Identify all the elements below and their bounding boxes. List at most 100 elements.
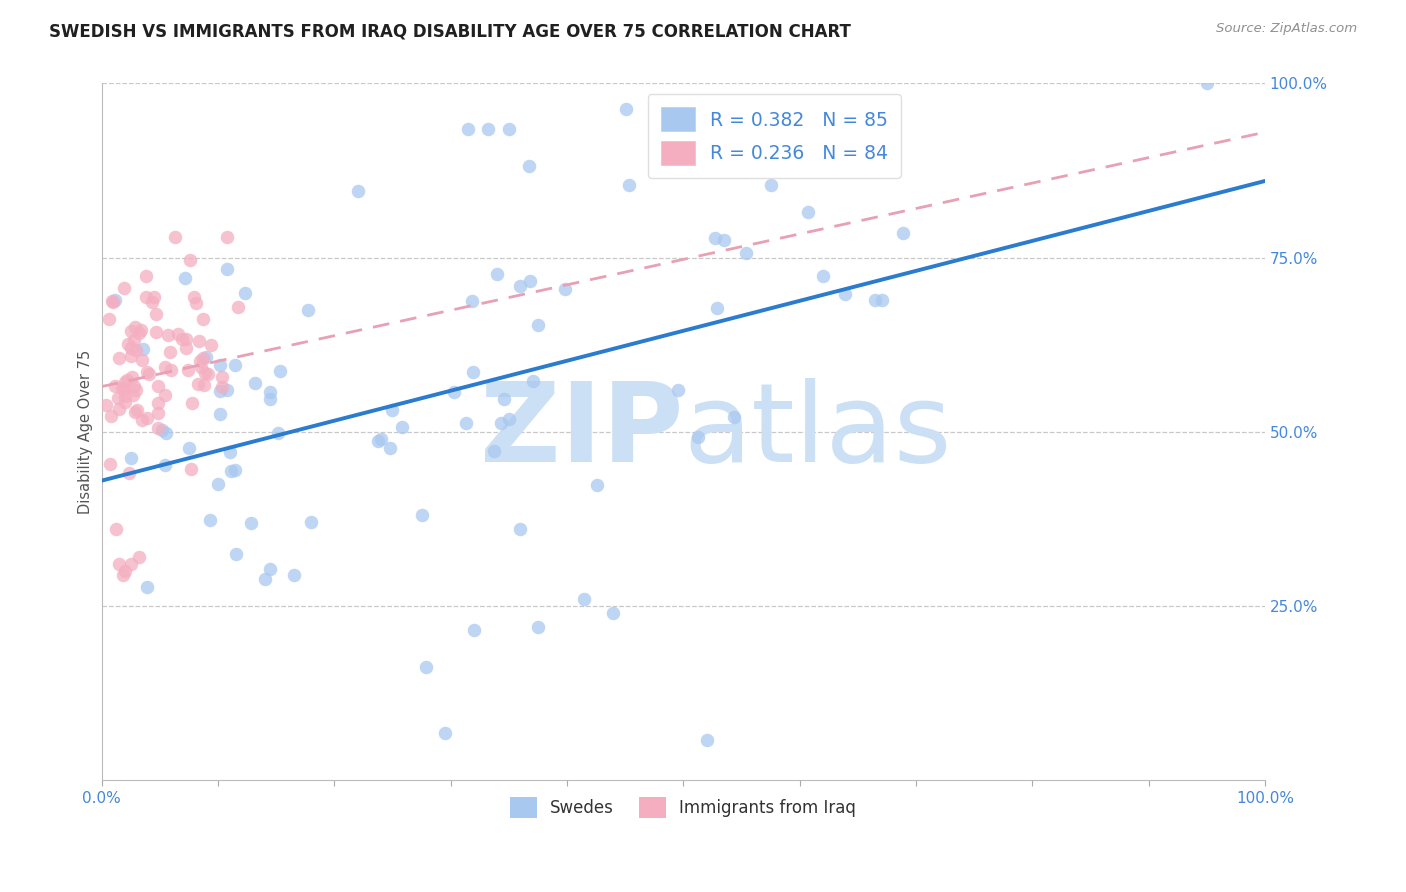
Point <box>695 732 717 747</box>
Point <box>135 269 157 284</box>
Point <box>457 121 479 136</box>
Point <box>138 368 160 382</box>
Point <box>509 278 531 293</box>
Text: atlas: atlas <box>683 378 952 485</box>
Point <box>125 343 148 357</box>
Point <box>148 395 170 409</box>
Point <box>668 383 690 397</box>
Text: SWEDISH VS IMMIGRANTS FROM IRAQ DISABILITY AGE OVER 75 CORRELATION CHART: SWEDISH VS IMMIGRANTS FROM IRAQ DISABILI… <box>49 22 851 40</box>
Point <box>283 567 305 582</box>
Point <box>509 523 531 537</box>
Point <box>219 444 242 458</box>
Point <box>224 358 246 372</box>
Point <box>208 384 231 399</box>
Point <box>114 564 136 578</box>
Point <box>299 516 322 530</box>
Point <box>486 267 509 281</box>
Point <box>200 513 222 527</box>
Point <box>463 624 485 638</box>
Point <box>124 383 146 397</box>
Point <box>893 227 915 241</box>
Point <box>159 345 181 359</box>
Point <box>498 121 520 136</box>
Point <box>111 567 134 582</box>
Point <box>686 430 709 444</box>
Point <box>114 395 136 409</box>
Point <box>101 294 124 309</box>
Point <box>108 558 131 572</box>
Point <box>225 547 247 561</box>
Point <box>153 359 176 374</box>
Point <box>120 349 142 363</box>
Point <box>863 293 886 307</box>
Point <box>107 392 129 406</box>
Point <box>129 323 152 337</box>
Point <box>141 294 163 309</box>
Point <box>156 327 179 342</box>
Point <box>112 383 135 397</box>
Point <box>150 423 173 437</box>
Point <box>259 384 281 399</box>
Point <box>215 384 238 398</box>
Point <box>188 354 211 368</box>
Point <box>124 320 146 334</box>
Point <box>98 312 121 326</box>
Point <box>215 229 238 244</box>
Point <box>517 160 540 174</box>
Point <box>120 341 142 355</box>
Text: ZIP: ZIP <box>479 378 683 485</box>
Point <box>378 441 401 455</box>
Point <box>146 421 169 435</box>
Point <box>136 365 159 379</box>
Point <box>415 660 437 674</box>
Point <box>131 412 153 426</box>
Point <box>180 396 202 410</box>
Point <box>574 592 596 607</box>
Point <box>381 402 404 417</box>
Point <box>200 338 222 352</box>
Point <box>121 370 143 384</box>
Point <box>461 365 484 379</box>
Point <box>224 463 246 477</box>
Point <box>209 358 232 372</box>
Point <box>153 458 176 472</box>
Point <box>104 379 127 393</box>
Point <box>477 121 499 136</box>
Point <box>118 466 141 480</box>
Point <box>489 417 512 431</box>
Point <box>723 410 745 425</box>
Point <box>619 178 641 192</box>
Point <box>117 374 139 388</box>
Point <box>461 293 484 308</box>
Point <box>131 353 153 368</box>
Point <box>1195 77 1218 91</box>
Point <box>443 384 465 399</box>
Point <box>121 324 143 338</box>
Point <box>96 398 118 412</box>
Point <box>108 401 131 416</box>
Point <box>522 374 544 388</box>
Point <box>170 332 193 346</box>
Point <box>191 351 214 365</box>
Point <box>145 325 167 339</box>
Point <box>370 432 392 446</box>
Point <box>482 444 505 458</box>
Point <box>391 420 413 434</box>
Point <box>135 290 157 304</box>
Point <box>193 378 215 392</box>
Point <box>498 412 520 426</box>
Point <box>179 441 201 455</box>
Point <box>122 333 145 347</box>
Text: Source: ZipAtlas.com: Source: ZipAtlas.com <box>1216 22 1357 36</box>
Point <box>346 185 368 199</box>
Point <box>527 318 550 333</box>
Point <box>266 425 288 440</box>
Point <box>187 376 209 391</box>
Point <box>191 311 214 326</box>
Point <box>259 562 281 576</box>
Point <box>586 478 609 492</box>
Point <box>233 286 256 301</box>
Point <box>98 458 121 472</box>
Point <box>759 178 782 192</box>
Y-axis label: Disability Age Over 75: Disability Age Over 75 <box>79 350 93 514</box>
